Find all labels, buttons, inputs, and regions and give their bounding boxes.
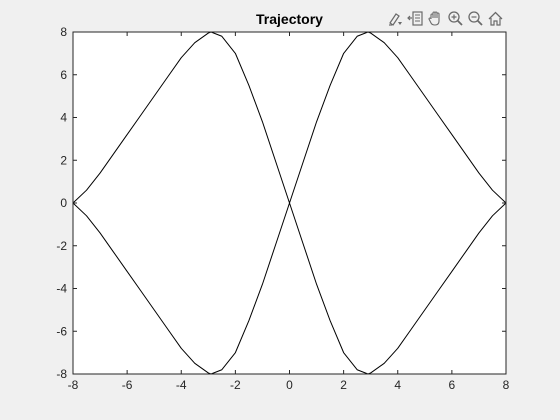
y-tick-label: 6 <box>60 68 67 82</box>
brush-icon <box>389 13 402 26</box>
plot-lines <box>72 31 507 375</box>
pan-button[interactable] <box>426 9 445 28</box>
x-tick-label: -4 <box>176 378 187 392</box>
data-tips-icon <box>407 11 423 26</box>
x-axis: -8 -6 -4 -2 0 2 4 6 8 <box>68 32 510 392</box>
zoom-in-button[interactable] <box>446 9 465 28</box>
axes-toolbar <box>386 9 505 28</box>
zoom-out-icon <box>468 11 483 26</box>
zoom-out-button[interactable] <box>466 9 485 28</box>
trajectory-series-4 <box>289 202 507 375</box>
x-tick-label: -8 <box>68 378 79 392</box>
x-tick-label: 8 <box>503 378 510 392</box>
y-tick-label: -6 <box>56 324 67 338</box>
y-tick-label: 0 <box>60 196 67 210</box>
x-tick-label: -6 <box>122 378 133 392</box>
x-tick-label: 2 <box>340 378 347 392</box>
y-tick-label: -4 <box>56 282 67 296</box>
trajectory-series-1 <box>72 31 290 204</box>
y-axis: -8 -6 -4 -2 0 2 4 6 8 <box>56 25 506 381</box>
y-tick-label: 8 <box>60 25 67 39</box>
chart-title: Trajectory <box>256 11 323 27</box>
data-tips-button[interactable] <box>406 9 425 28</box>
y-tick-label: -2 <box>56 239 67 253</box>
y-tick-label: -8 <box>56 367 67 381</box>
brush-button[interactable] <box>386 9 405 28</box>
x-tick-label: 4 <box>394 378 401 392</box>
zoom-in-icon <box>448 11 463 26</box>
home-icon <box>488 11 503 26</box>
pan-hand-icon <box>428 11 440 26</box>
x-tick-label: -2 <box>230 378 241 392</box>
x-tick-label: 6 <box>449 378 456 392</box>
y-tick-label: 4 <box>60 111 67 125</box>
y-tick-label: 2 <box>60 153 67 167</box>
x-tick-label: 0 <box>286 378 293 392</box>
trajectory-series-2 <box>72 202 290 375</box>
home-button[interactable] <box>486 9 505 28</box>
trajectory-series-3 <box>289 31 507 204</box>
